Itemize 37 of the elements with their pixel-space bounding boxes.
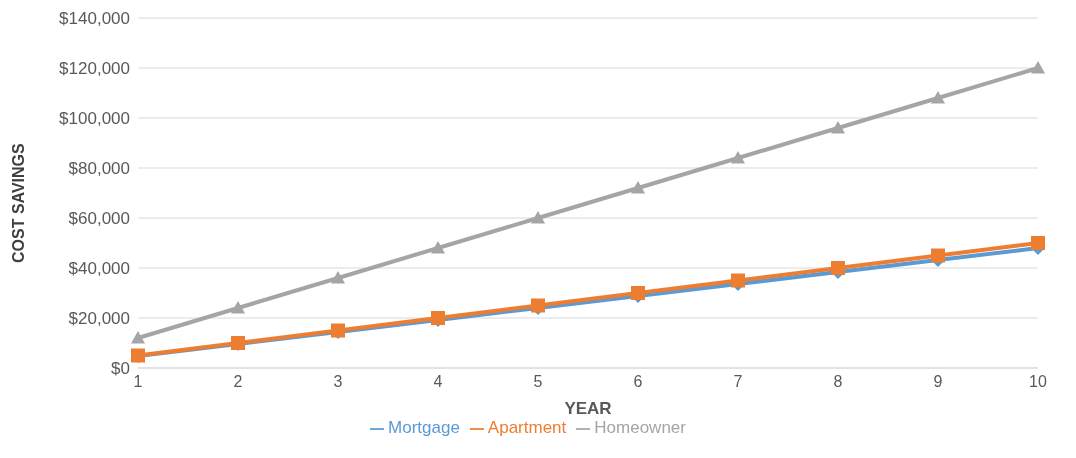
point bbox=[431, 241, 445, 254]
x-tick-label: 3 bbox=[333, 373, 343, 391]
y-tick-label: $120,000 bbox=[59, 59, 130, 79]
point bbox=[331, 271, 345, 284]
legend-label: Homeowner bbox=[594, 418, 686, 437]
x-tick-label: 5 bbox=[533, 373, 543, 391]
point bbox=[931, 248, 945, 263]
point bbox=[1031, 61, 1045, 74]
y-tick-label: $20,000 bbox=[68, 309, 130, 329]
x-tick-label: 2 bbox=[233, 373, 243, 391]
y-tick-label: $60,000 bbox=[68, 209, 130, 229]
x-tick-label: 6 bbox=[633, 373, 643, 391]
point bbox=[631, 181, 645, 194]
y-tick-label: $0 bbox=[111, 359, 130, 379]
point bbox=[531, 211, 545, 224]
point bbox=[1031, 236, 1045, 250]
point bbox=[731, 151, 745, 164]
y-tick-label: $80,000 bbox=[68, 159, 130, 179]
point bbox=[131, 331, 145, 344]
x-tick-label: 4 bbox=[433, 373, 443, 391]
point bbox=[731, 273, 745, 288]
x-tick-label: 1 bbox=[133, 373, 143, 391]
x-axis-title: YEAR bbox=[564, 399, 612, 418]
x-tick-label: 7 bbox=[733, 373, 743, 391]
x-tick-label: 8 bbox=[833, 373, 843, 391]
y-tick-label: $140,000 bbox=[59, 9, 130, 29]
x-tick-label: 10 bbox=[1029, 373, 1047, 391]
point bbox=[231, 301, 245, 314]
point bbox=[831, 261, 845, 275]
y-tick-label: $40,000 bbox=[68, 259, 130, 279]
y-tick-label: $100,000 bbox=[59, 109, 130, 129]
legend-label: Apartment bbox=[487, 418, 567, 437]
point bbox=[931, 91, 945, 104]
x-tick-label: 9 bbox=[933, 373, 943, 391]
y-axis-title: COST SAVINGS bbox=[9, 142, 27, 263]
point bbox=[831, 121, 845, 134]
legend-label: Mortgage bbox=[388, 418, 460, 437]
